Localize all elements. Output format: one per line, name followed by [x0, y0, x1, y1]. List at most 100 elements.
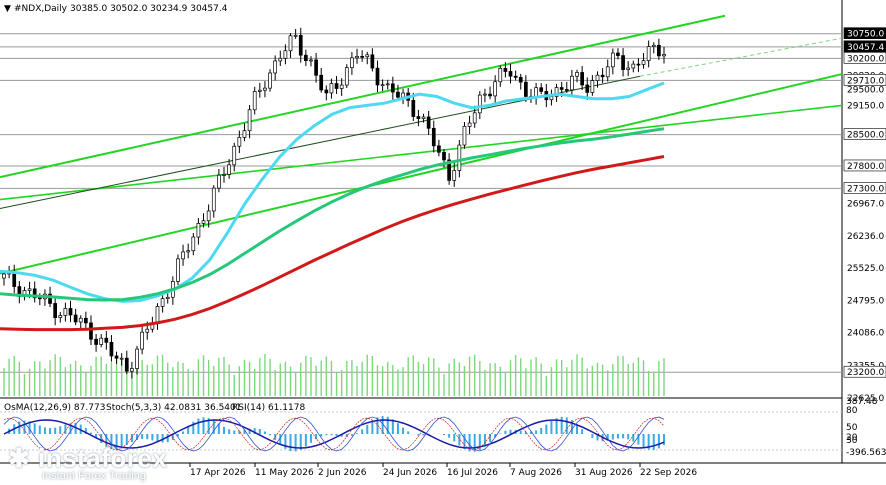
candle-body [104, 337, 109, 343]
candle-body [206, 210, 211, 222]
channel-upper [0, 14, 726, 179]
horizontal-levels [0, 33, 842, 373]
candle-body [580, 72, 584, 86]
candle-body [360, 55, 364, 58]
price-tag-label: 30200.0 [847, 54, 884, 64]
price-axis-labels: 30750.030457.430200.029820.029710.029500… [843, 27, 886, 458]
osc-axis-tick: 80 [846, 406, 858, 416]
candle-body [319, 74, 324, 91]
candle-body [278, 57, 283, 62]
candle-body [247, 109, 252, 132]
candle-body [89, 322, 93, 340]
time-axis-tick: 17 Apr 2026 [190, 468, 246, 478]
candle-body [590, 80, 595, 93]
candle-body [27, 288, 32, 291]
candle-body [135, 348, 139, 369]
time-axis-tick: 31 Aug 2026 [575, 468, 633, 478]
price-axis-tick: 25525.0 [847, 264, 884, 274]
candle-body [58, 315, 63, 319]
candle-body [503, 67, 508, 72]
osma-label: OsMA(12,26,9) 87.773 [4, 403, 105, 413]
candle-body [662, 54, 666, 57]
candle-body [616, 52, 620, 56]
price-tag-label: 29710.0 [847, 76, 884, 86]
candle-body [145, 328, 150, 333]
osc-axis-tick: 387.48 [846, 397, 878, 407]
candle-body [559, 87, 564, 90]
candle-body [600, 74, 605, 78]
time-axis-tick: 11 May 2026 [255, 468, 314, 478]
candle-body [457, 144, 462, 171]
candle-body [421, 116, 426, 119]
candle-body [355, 55, 359, 59]
candle-body [595, 74, 600, 81]
candle-body [554, 87, 559, 97]
candle-body [181, 251, 185, 260]
candle-body [651, 44, 656, 47]
watermark-tagline: Instant Forex Trading [42, 470, 146, 482]
candle-body [396, 91, 400, 98]
candle-body [211, 187, 216, 212]
ma-line-1 [0, 127, 665, 302]
candle-body [426, 116, 431, 129]
candle-body [467, 122, 472, 127]
candle-body [37, 297, 42, 300]
price-tag-bg [843, 159, 886, 172]
trend-channels [0, 14, 843, 275]
candle-body [570, 75, 574, 91]
candle-body [155, 306, 160, 324]
price-tag-bg [843, 27, 886, 39]
candle-body [63, 308, 68, 316]
candle-body [298, 35, 303, 56]
channel-mid [0, 73, 843, 275]
candle-body [621, 55, 625, 70]
candle-body [477, 94, 482, 114]
candle-body [350, 57, 354, 68]
candle-body [631, 63, 636, 69]
candle-body [324, 89, 329, 94]
candle-body [375, 67, 380, 86]
time-axis-labels: 17 Apr 2026 11 May 2026 2 Jun 2026 24 Jun 2… [189, 463, 697, 478]
brand-text: instaforex [38, 443, 168, 473]
candle-body [641, 60, 646, 65]
watermark-brand: ✱ instaforex [8, 443, 167, 474]
candle-body [411, 100, 416, 117]
candle-body [109, 341, 114, 357]
candle-body [626, 67, 631, 70]
osc-axis-tick: 50 [846, 423, 858, 433]
ma-line-2 [0, 155, 665, 332]
price-axis-tick: 22625.0 [847, 394, 884, 404]
time-axis-tick: 16 Jul 2026 [447, 468, 498, 478]
candle-body [130, 368, 134, 372]
ohlc-header: 30385.0 30502.0 30234.9 30457.4 [70, 4, 228, 14]
candle-body [646, 46, 651, 62]
candle-body [232, 145, 237, 166]
candle-body [508, 71, 513, 77]
candle-body [564, 89, 569, 91]
candle-body [447, 159, 451, 181]
candle-body [610, 52, 615, 68]
candle-body [119, 357, 124, 360]
chart-title: #NDX,Daily [14, 4, 68, 14]
watermark: ✱ instaforex Instant Forex Trading [8, 443, 167, 482]
candle-body [488, 93, 492, 97]
price-tag-label: 30457.4 [847, 43, 884, 53]
price-tag-bg [843, 182, 886, 194]
price-tag-label: 27800.0 [847, 162, 884, 172]
trend-line-dashed [639, 37, 843, 77]
candle-body [636, 63, 641, 66]
candle-body [84, 317, 88, 324]
price-axis-tick: 26967.0 [847, 199, 884, 209]
candle-body [575, 72, 579, 77]
candle-body [237, 137, 242, 147]
candle-body [365, 54, 370, 58]
price-axis-tick: 29500.0 [847, 86, 884, 96]
candle-body [242, 130, 247, 138]
moving-averages [0, 81, 665, 332]
candle-body [217, 174, 221, 189]
candle-body [339, 84, 344, 89]
candle-body [416, 116, 421, 119]
time-axis-tick: 24 Jun 2026 [383, 468, 437, 478]
candle-body [176, 258, 180, 282]
